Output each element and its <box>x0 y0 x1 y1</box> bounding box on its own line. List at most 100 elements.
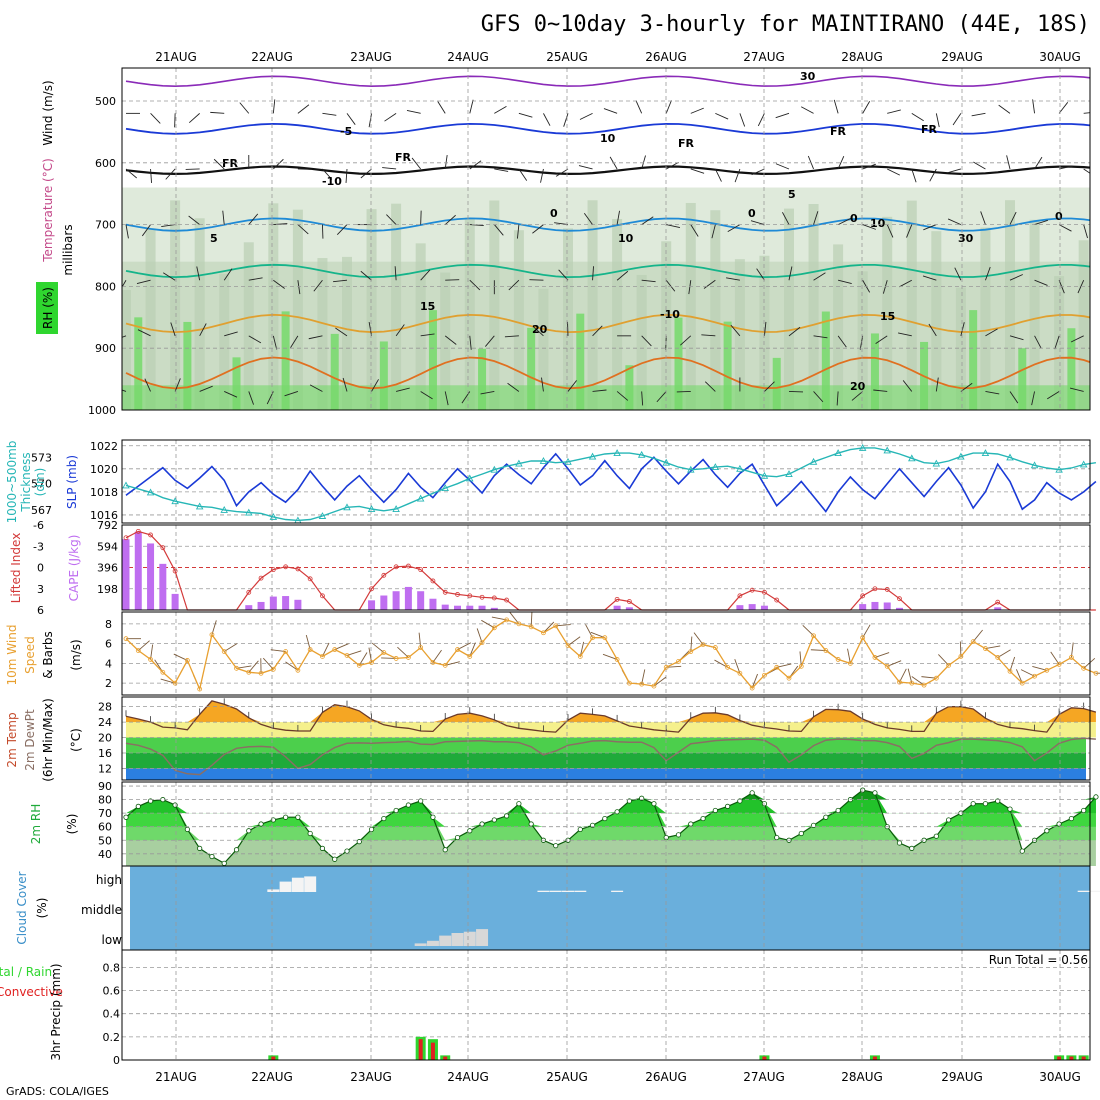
wind-barb <box>444 155 448 170</box>
wind-barb <box>543 113 551 126</box>
wind-barb <box>491 616 507 621</box>
wind-marker <box>725 664 731 670</box>
wind-barb <box>476 628 483 643</box>
wind-marker <box>246 669 252 675</box>
cape-bar <box>896 607 903 610</box>
rh-fill-band <box>126 790 1096 800</box>
wind-barb <box>775 163 790 170</box>
rh-marker <box>246 828 252 834</box>
rh-marker <box>491 817 497 823</box>
contour-label: 5 <box>788 188 796 201</box>
wind-barb <box>469 279 481 291</box>
wind-barb <box>305 634 311 650</box>
rh-plume <box>931 231 942 410</box>
wind-barb <box>902 380 913 392</box>
wind-barb <box>1050 651 1060 665</box>
thickness-marker <box>957 452 965 460</box>
wind-barb <box>813 211 819 225</box>
cloud-low-bar <box>439 935 452 946</box>
rh-plume <box>391 203 402 410</box>
wind-barb <box>579 641 585 657</box>
cloud-high-bar <box>291 877 304 892</box>
lifted-index-marker <box>270 567 276 573</box>
thickness-marker <box>220 505 228 513</box>
wind-marker <box>295 667 301 673</box>
wind-barb <box>1034 335 1042 349</box>
upper-air-panel: -5 -5 FR FR FR FR FR 5 5 10 15 15 20 20 -10 -10 10 10 30 30… <box>36 67 1091 417</box>
wind-marker <box>909 680 915 686</box>
wind-barb <box>420 333 435 337</box>
wind-barb <box>1031 391 1035 406</box>
isotherm-freezing <box>125 165 1090 176</box>
wind-barb <box>386 214 397 225</box>
wind-barb <box>921 676 937 679</box>
wind-marker <box>762 672 767 678</box>
thickness-marker <box>245 508 253 516</box>
cape-bar <box>269 596 277 610</box>
rh-plume <box>415 243 426 410</box>
wind-barb <box>444 214 456 225</box>
wind-barb <box>160 678 176 684</box>
rh-plume <box>219 273 230 410</box>
temp-fill <box>126 700 1096 723</box>
wind-barb <box>1009 211 1017 225</box>
wind-marker <box>504 617 510 623</box>
bottom-date-label: 27AUG <box>743 1070 785 1084</box>
cloud-high-bar <box>611 890 624 892</box>
temp-label-3: (6hr Min/Max) <box>41 698 55 782</box>
wind-barb <box>518 168 528 181</box>
lifted-index-marker <box>491 595 497 601</box>
cape-bar <box>871 601 879 610</box>
rh-marker <box>1044 828 1050 834</box>
contour-label: FR <box>830 125 847 138</box>
thickness-marker <box>883 446 891 454</box>
lifted-index-marker <box>307 576 313 582</box>
contour-label: 30 <box>958 232 974 245</box>
cloud-low-bar <box>463 931 476 946</box>
rh-plume <box>1054 276 1065 410</box>
wind-barb <box>862 163 876 170</box>
wind-barb <box>170 322 176 336</box>
wind-barb <box>592 389 607 392</box>
wind-barb <box>125 168 138 179</box>
wind-barb <box>1034 219 1049 226</box>
wind-barb <box>272 335 278 350</box>
rh-marker <box>516 801 522 807</box>
contour-label: FR <box>222 157 239 170</box>
contour-label: -10 <box>322 175 342 188</box>
precip-conv-bar <box>1081 1056 1086 1060</box>
wind-barb <box>847 648 851 664</box>
cape-bar <box>368 600 376 610</box>
wind-barb <box>516 224 520 239</box>
cloud-row-label: high <box>96 873 122 887</box>
wind-barb <box>1058 102 1069 114</box>
precip-tick: 0.6 <box>103 985 121 998</box>
wind-barb <box>935 377 939 392</box>
wind-barb <box>273 279 285 289</box>
rh-marker <box>319 845 326 851</box>
wind-barb <box>960 322 965 336</box>
wind-marker <box>712 645 718 650</box>
wind-barb <box>213 158 225 170</box>
wind-barb <box>384 112 397 122</box>
wind-marker <box>983 646 988 651</box>
lifted-index-marker <box>442 589 448 595</box>
precip-tick: 0.4 <box>103 1008 121 1021</box>
rh-marker <box>823 814 829 820</box>
wind-barb <box>960 382 973 392</box>
wind-barb <box>494 168 509 172</box>
wind-barb <box>800 106 814 114</box>
upper-air-plot: -5 -5 FR FR FR FR FR 5 5 10 15 15 20 20 -10 -10 10 10 30 30… <box>122 70 1090 410</box>
wind-label-1: 10m Wind <box>5 625 19 686</box>
wind-barb <box>907 668 913 684</box>
wind-barb <box>493 224 504 236</box>
rh-plume <box>1078 240 1089 410</box>
cape-tick: 792 <box>97 519 118 532</box>
wind-barb <box>641 391 644 406</box>
wind-barb <box>583 213 593 225</box>
wind-marker <box>688 649 694 654</box>
rh-marker <box>933 833 939 839</box>
wind-barb <box>1070 335 1084 343</box>
cape-bar <box>994 607 1002 610</box>
thickness-marker <box>809 457 818 465</box>
